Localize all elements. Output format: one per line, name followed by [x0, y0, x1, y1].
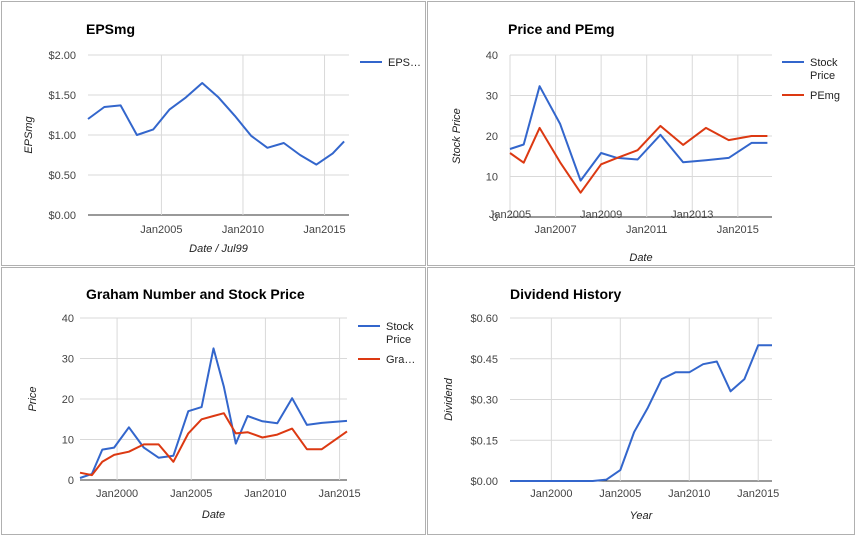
chart-svg: EPSmg $0.00 $0.50 $1.00 $1.50 $2.00 Jan2005 Jan…	[23, 21, 421, 255]
chart-title: EPSmg	[86, 21, 135, 37]
chart-title: Dividend History	[510, 286, 621, 302]
y-tick-label: $0.15	[470, 435, 498, 447]
x-tick-label: Jan2015	[717, 224, 759, 236]
x-axis-title: Date / Jul99	[189, 243, 248, 255]
y-tick-label: $0.30	[470, 395, 498, 407]
y-tick-label: $0.60	[470, 313, 498, 325]
y-tick-label: $0.45	[470, 354, 498, 366]
legend-label: Gra…	[386, 354, 415, 366]
x-tick-label: Jan2015	[737, 488, 779, 500]
y-tick-label: $1.50	[48, 90, 76, 102]
x-tick-label: Jan2010	[244, 488, 286, 500]
chart-title: Price and PEmg	[508, 21, 615, 37]
y-axis-title: Price	[27, 386, 39, 411]
y-tick-label: 40	[486, 50, 498, 62]
x-tick-label: Jan2005	[140, 224, 182, 236]
price-pe-chart-panel: Price and PEmg 0 10 20 30 40 Jan2005 Jan2007 Jan…	[427, 1, 855, 266]
y-tick-label: $1.00	[48, 130, 76, 142]
chart-title: Graham Number and Stock Price	[86, 286, 305, 302]
y-tick-label: 40	[62, 313, 74, 325]
series-line	[509, 85, 768, 182]
series-line	[79, 347, 348, 479]
x-tick-label: Jan2005	[489, 209, 531, 221]
y-tick-label: 0	[492, 212, 498, 224]
series-line	[79, 412, 348, 477]
series-line	[509, 124, 768, 194]
series-line	[87, 82, 345, 166]
y-axis-title: Stock Price	[451, 108, 463, 164]
x-axis-title: Year	[630, 510, 654, 522]
y-axis-title: EPSmg	[23, 115, 35, 153]
x-tick-label: Jan2000	[96, 488, 138, 500]
y-tick-label: 20	[62, 394, 74, 406]
dividend-chart-panel: Dividend History $0.00 $0.15 $0.30 $0.45 $0.6…	[427, 267, 855, 535]
x-tick-label: Jan2009	[580, 209, 622, 221]
legend-label: Stock	[386, 321, 414, 333]
y-tick-label: $0.00	[48, 210, 76, 222]
y-tick-label: 30	[62, 354, 74, 366]
legend-label: Price	[386, 334, 411, 346]
y-tick-label: $0.00	[470, 476, 498, 488]
x-tick-label: Jan2013	[671, 209, 713, 221]
graham-chart-panel: Graham Number and Stock Price 0 10 20 30 40 Ja…	[1, 267, 426, 535]
y-tick-label: 10	[62, 435, 74, 447]
x-tick-label: Jan2000	[530, 488, 572, 500]
y-tick-label: $2.00	[48, 50, 76, 62]
x-tick-label: Jan2010	[222, 224, 264, 236]
legend-label: Stock	[810, 57, 838, 69]
eps-chart-panel: EPSmg $0.00 $0.50 $1.00 $1.50 $2.00 Jan2005 Jan…	[1, 1, 426, 266]
x-tick-label: Jan2005	[599, 488, 641, 500]
y-tick-label: 0	[68, 475, 74, 487]
chart-svg: Dividend History $0.00 $0.15 $0.30 $0.45 $0.6…	[443, 286, 779, 522]
legend-label: EPS…	[388, 57, 421, 69]
x-tick-label: Jan2005	[170, 488, 212, 500]
y-tick-label: 20	[486, 131, 498, 143]
y-tick-label: 30	[486, 91, 498, 103]
x-tick-label: Jan2015	[318, 488, 360, 500]
y-tick-label: $0.50	[48, 170, 76, 182]
x-tick-label: Jan2007	[534, 224, 576, 236]
x-axis-title: Date	[629, 252, 652, 264]
x-tick-label: Jan2015	[303, 224, 345, 236]
y-tick-label: 10	[486, 172, 498, 184]
x-axis-title: Date	[202, 509, 225, 521]
x-tick-label: Jan2010	[668, 488, 710, 500]
legend-label: PEmg	[810, 90, 840, 102]
series-line	[510, 344, 772, 482]
chart-svg: Graham Number and Stock Price 0 10 20 30 40 Ja…	[27, 286, 415, 521]
x-tick-label: Jan2011	[626, 224, 667, 236]
y-axis-title: Dividend	[443, 377, 455, 421]
legend-label: Price	[810, 70, 835, 82]
